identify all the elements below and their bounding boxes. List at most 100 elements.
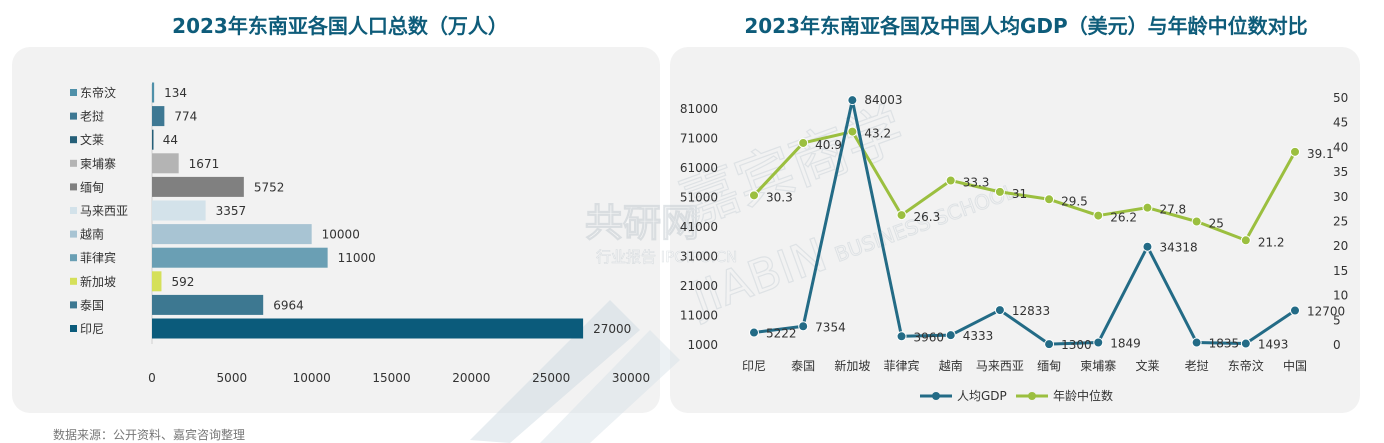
left-axis-tick-label: 21000 <box>680 279 718 293</box>
gdp-point <box>1240 338 1251 349</box>
gdp-value-label: 5222 <box>766 327 797 341</box>
bar-value-label: 774 <box>174 110 197 124</box>
gdp-value-label: 1835 <box>1209 337 1240 351</box>
gdp-value-label: 7354 <box>815 320 846 334</box>
gdp-value-label: 4333 <box>963 329 994 343</box>
bar-7 <box>152 247 328 268</box>
bar-category-label: 新加坡 <box>80 274 116 289</box>
left-axis-tick-label: 1000 <box>687 338 718 352</box>
bar-9 <box>152 294 264 315</box>
gdp-point <box>798 321 809 332</box>
age-value-label: 40.9 <box>815 138 842 152</box>
age-point <box>749 190 759 201</box>
right-chart-title: 2023年东南亚各国及中国人均GDP（美元）与年龄中位数对比 <box>744 14 1308 38</box>
right-axis-tick-label: 45 <box>1333 116 1348 130</box>
legend-gdp-marker <box>932 392 940 400</box>
gdp-age-line-chart: 1000 11000 21000 31000 41000 51000 61000 71000 8… <box>680 91 1348 403</box>
gdp-point <box>1191 337 1202 348</box>
bar-x-tick-label: 0 <box>148 371 156 385</box>
gdp-value-label: 12700 <box>1307 304 1345 318</box>
age-point <box>994 186 1005 197</box>
legend-gdp-label: 人均GDP <box>957 389 1007 403</box>
bar-category-marker <box>70 230 77 238</box>
bar-category-label: 印尼 <box>80 322 104 336</box>
gdp-age-chart-panel <box>670 47 1360 413</box>
bar-value-label: 44 <box>163 133 178 147</box>
bar-category-marker <box>70 301 77 309</box>
gdp-value-label: 1300 <box>1061 338 1092 352</box>
age-value-label: 31 <box>1012 187 1027 201</box>
bar-category-marker <box>70 136 77 144</box>
bar-8 <box>152 271 162 292</box>
bar-x-tick-label: 20000 <box>452 371 490 385</box>
gdp-per-capita-line <box>753 98 1296 346</box>
age-value-label: 26.3 <box>914 210 941 224</box>
gdp-point <box>1142 241 1153 252</box>
bar-10 <box>152 318 584 339</box>
line-x-tick-label: 泰国 <box>791 359 815 373</box>
right-axis-tick-label: 30 <box>1333 190 1348 204</box>
bar-x-tick-label: 25000 <box>532 371 570 385</box>
bar-category-marker <box>70 159 77 167</box>
bar-category-marker <box>70 207 77 214</box>
bar-0 <box>152 82 155 103</box>
line-x-tick-label: 中国 <box>1283 358 1307 373</box>
right-axis-tick-label: 50 <box>1333 91 1348 105</box>
age-value-label: 27.8 <box>1159 203 1186 217</box>
bar-6 <box>152 224 312 245</box>
population-chart-panel <box>12 47 660 413</box>
gdp-point <box>749 327 759 338</box>
bar-5 <box>152 200 206 221</box>
right-axis-tick-label: 0 <box>1333 338 1341 352</box>
left-axis-tick-label: 41000 <box>680 220 718 234</box>
left-axis-tick-label: 11000 <box>680 309 718 323</box>
age-point <box>1093 210 1104 221</box>
line-x-tick-label: 印尼 <box>742 359 766 373</box>
age-value-label: 25 <box>1209 217 1224 231</box>
right-axis-tick-label: 5 <box>1333 313 1341 327</box>
bar-value-label: 11000 <box>338 251 376 265</box>
line-x-tick-label: 东帝汶 <box>1228 358 1264 373</box>
left-axis-tick-label: 31000 <box>680 250 718 264</box>
age-point <box>1191 216 1202 227</box>
bar-category-marker <box>70 254 77 262</box>
age-value-label: 43.2 <box>864 127 891 141</box>
gdp-value-label: 34318 <box>1159 241 1197 255</box>
population-bar-chart: 东帝汶 134 老挝 774 文莱 44 柬埔寨 1671 缅甸 5752 马来西亚 3357 越南 10… <box>70 82 650 385</box>
bar-category-marker <box>70 183 77 191</box>
bar-value-label: 27000 <box>593 322 631 336</box>
line-x-tick-label: 文莱 <box>1135 358 1159 373</box>
bar-value-label: 592 <box>171 275 194 289</box>
right-axis-tick-label: 20 <box>1333 239 1348 253</box>
bar-3 <box>152 153 179 174</box>
gdp-value-label: 84003 <box>864 93 902 107</box>
bar-category-label: 老挝 <box>80 110 104 124</box>
watermark-shape <box>470 300 640 443</box>
right-axis-tick-label: 25 <box>1333 215 1348 229</box>
bar-value-label: 3357 <box>216 204 247 218</box>
gdp-point <box>945 330 956 341</box>
gdp-point <box>1290 305 1300 316</box>
bar-value-label: 5752 <box>254 180 285 194</box>
gdp-point <box>1044 339 1055 350</box>
bar-category-marker <box>70 325 77 332</box>
gdp-value-label: 1849 <box>1110 336 1141 350</box>
bar-value-label: 10000 <box>322 228 360 242</box>
age-value-label: 21.2 <box>1258 235 1285 249</box>
age-point <box>896 210 907 221</box>
bar-category-label: 马来西亚 <box>80 204 128 218</box>
right-axis-tick-label: 10 <box>1333 289 1348 303</box>
bar-category-label: 文莱 <box>80 132 104 147</box>
bar-category-label: 缅甸 <box>80 180 104 194</box>
gdp-point <box>1093 337 1104 348</box>
line-x-tick-label: 新加坡 <box>834 358 870 373</box>
gdp-point <box>994 305 1005 316</box>
bar-value-label: 6964 <box>273 298 304 312</box>
line-x-tick-label: 马来西亚 <box>976 359 1024 373</box>
line-x-tick-label: 柬埔寨 <box>1080 358 1116 373</box>
data-source-note: 数据来源：公开资料、嘉宾咨询整理 <box>53 428 246 442</box>
right-axis-tick-label: 35 <box>1333 165 1348 179</box>
bar-category-label: 越南 <box>80 227 104 242</box>
